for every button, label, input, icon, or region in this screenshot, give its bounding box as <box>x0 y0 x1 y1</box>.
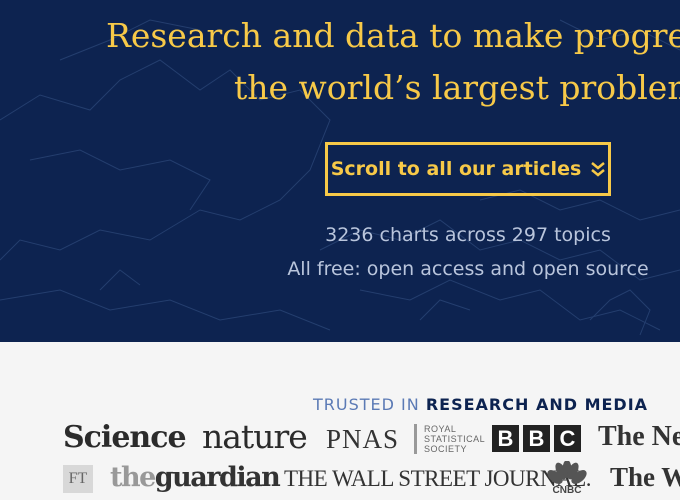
scroll-to-articles-button[interactable]: Scroll to all our articles <box>325 142 611 196</box>
nature-logo[interactable]: nature <box>202 417 308 456</box>
cnbc-logo[interactable]: CNBC <box>545 461 589 497</box>
double-chevron-down-icon <box>591 162 606 177</box>
science-logo[interactable]: Science <box>63 420 187 455</box>
rss-line-1: ROYAL <box>424 424 457 434</box>
washington-post-logo[interactable]: The Wa <box>610 462 680 492</box>
bbc-block-b2: B <box>523 425 550 452</box>
guardian-logo-the: the <box>110 462 156 493</box>
trusted-heading: TRUSTED IN RESEARCH AND MEDIA <box>313 395 648 414</box>
bbc-logo[interactable]: B B C <box>492 425 581 452</box>
hero-section: Research and data to make progres the wo… <box>0 0 680 342</box>
cnbc-logo-text: CNBC <box>552 485 582 496</box>
new-york-times-logo[interactable]: The New <box>598 421 680 452</box>
headline-line-2: the world’s largest problem <box>234 68 680 107</box>
bbc-block-c: C <box>554 425 581 452</box>
guardian-logo-name: guardian <box>154 462 281 493</box>
headline-line-1: Research and data to make progres <box>106 16 680 55</box>
scroll-button-label: Scroll to all our articles <box>330 158 582 180</box>
royal-statistical-society-logo[interactable]: ROYAL STATISTICAL SOCIETY <box>414 424 485 454</box>
trusted-heading-prefix: TRUSTED IN <box>313 395 420 414</box>
wall-street-journal-logo[interactable]: THE WALL STREET JOURNAL. <box>284 466 592 491</box>
trusted-heading-suffix: RESEARCH AND MEDIA <box>425 395 649 414</box>
guardian-logo[interactable]: theguardian <box>110 462 281 493</box>
rss-line-2: STATISTICAL <box>424 434 486 444</box>
rss-line-3: SOCIETY <box>424 444 468 454</box>
cnbc-peacock-icon <box>547 461 587 484</box>
stats-open-access: All free: open access and open source <box>287 258 649 280</box>
world-map-background <box>0 19 680 336</box>
stats-charts-topics: 3236 charts across 297 topics <box>325 224 611 246</box>
pnas-logo[interactable]: PNAS <box>326 424 400 454</box>
financial-times-logo[interactable]: FT <box>63 465 93 493</box>
bbc-block-b1: B <box>492 425 519 452</box>
